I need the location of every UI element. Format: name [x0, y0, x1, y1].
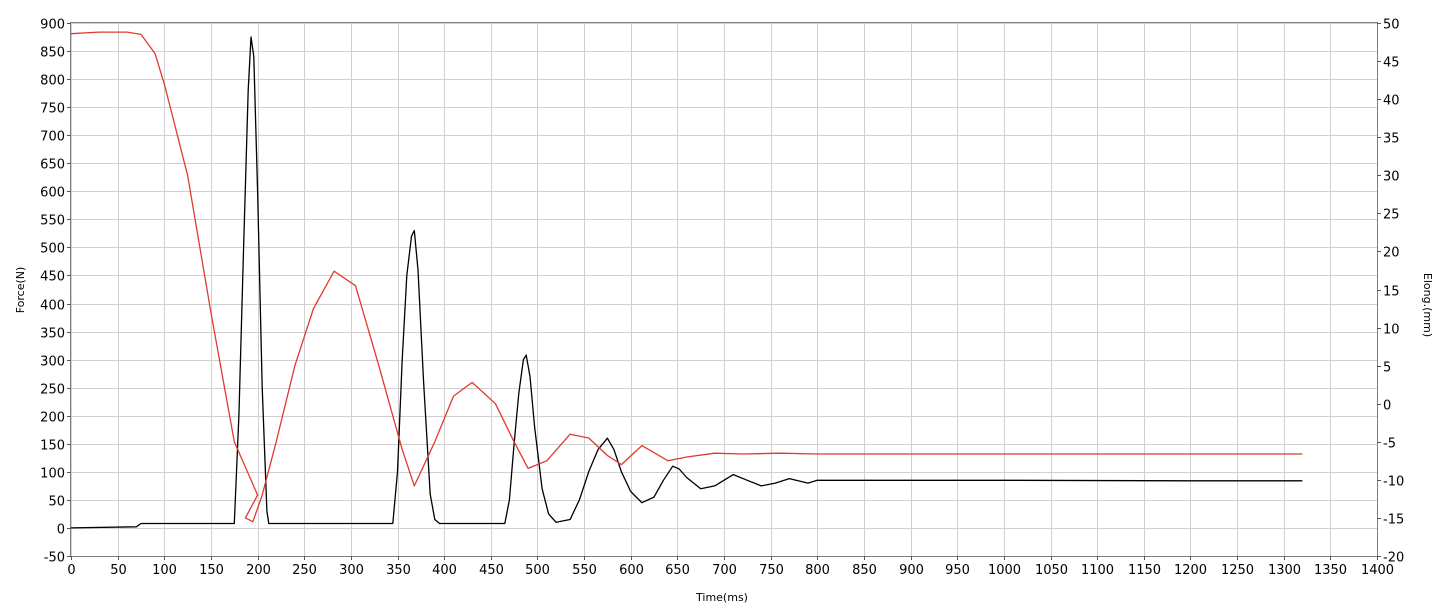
y2-tick-label: 50	[1383, 18, 1400, 33]
y-tick-label: -50	[44, 551, 65, 566]
x-tick-label: 550	[572, 563, 597, 578]
x-tick-label: 1100	[1081, 563, 1114, 578]
x-tick-label: 1250	[1221, 563, 1254, 578]
y2-tick-label: 0	[1383, 399, 1391, 414]
x-tick-label: 800	[805, 563, 830, 578]
y2-tick-label: 15	[1383, 285, 1400, 300]
y2-axis-ticks: -20 -15 -10 -5 0 5 10 15 20 25 30 35 40 45 50	[1377, 18, 1404, 566]
y-tick-label: 600	[40, 186, 65, 201]
y-tick-label: 50	[48, 495, 65, 510]
chart-grid	[71, 23, 1378, 557]
y-tick-label: 150	[40, 439, 65, 454]
y-tick-label: 900	[40, 18, 65, 33]
y2-tick-label: -20	[1383, 551, 1404, 566]
chart-series	[70, 31, 1303, 529]
x-tick-label: 1000	[988, 563, 1021, 578]
x-tick-label: 650	[665, 563, 690, 578]
y2-tick-label: 45	[1383, 56, 1400, 71]
y-tick-label: 750	[40, 102, 65, 117]
y-tick-label: 250	[40, 383, 65, 398]
y-axis-ticks: -50 0 50 100 150 200 250 300 350 400 450 500 550 600 6…	[40, 18, 71, 566]
x-tick-label: 1300	[1268, 563, 1301, 578]
x-tick-label: 1200	[1174, 563, 1207, 578]
y2-tick-label: -10	[1383, 475, 1404, 490]
x-tick-label: 700	[712, 563, 737, 578]
y-tick-label: 350	[40, 327, 65, 342]
x-tick-label: 500	[525, 563, 550, 578]
y-tick-label: 400	[40, 299, 65, 314]
y-tick-label: 0	[57, 523, 65, 538]
series-line-2	[70, 31, 1303, 523]
y-tick-label: 650	[40, 158, 65, 173]
y2-axis-title: Elong.(mm)	[1421, 273, 1434, 337]
y2-tick-label: 40	[1383, 94, 1400, 109]
y-tick-label: 850	[40, 46, 65, 61]
y-tick-label: 300	[40, 355, 65, 370]
y2-tick-label: 25	[1383, 208, 1400, 223]
y-tick-label: 550	[40, 214, 65, 229]
x-tick-label: 1050	[1035, 563, 1068, 578]
y2-tick-label: 30	[1383, 170, 1400, 185]
y-axis-title: Force(N)	[14, 267, 27, 314]
y-tick-label: 500	[40, 242, 65, 257]
x-tick-label: 1400	[1361, 563, 1394, 578]
x-axis-title: Time(ms)	[695, 591, 748, 604]
x-axis-ticks: 0 50 100 150 200 250 300 350 400 450 500 550 600 650 7…	[67, 556, 1394, 578]
x-tick-label: 750	[759, 563, 784, 578]
x-tick-label: 400	[432, 563, 457, 578]
x-tick-label: 950	[945, 563, 970, 578]
y2-tick-label: 5	[1383, 361, 1391, 376]
y-tick-label: 700	[40, 130, 65, 145]
x-tick-label: 200	[246, 563, 271, 578]
y2-tick-label: 10	[1383, 323, 1400, 338]
x-tick-label: 1350	[1314, 563, 1347, 578]
series-line-1	[70, 36, 1303, 529]
y-tick-label: 800	[40, 74, 65, 89]
x-tick-label: 150	[199, 563, 224, 578]
x-tick-label: 850	[852, 563, 877, 578]
x-tick-label: 300	[339, 563, 364, 578]
x-tick-label: 50	[110, 563, 127, 578]
y-tick-label: 200	[40, 411, 65, 426]
y-tick-label: 100	[40, 467, 65, 482]
x-tick-label: 100	[152, 563, 177, 578]
y2-tick-label: -5	[1383, 437, 1396, 452]
x-tick-label: 0	[67, 563, 75, 578]
x-tick-label: 450	[479, 563, 504, 578]
x-tick-label: 350	[386, 563, 411, 578]
y-tick-label: 450	[40, 270, 65, 285]
y2-tick-label: 35	[1383, 132, 1400, 147]
y2-tick-label: -15	[1383, 513, 1404, 528]
x-tick-label: 900	[899, 563, 924, 578]
x-tick-label: 600	[619, 563, 644, 578]
y2-tick-label: 20	[1383, 246, 1400, 261]
x-tick-label: 1150	[1128, 563, 1161, 578]
x-tick-label: 250	[292, 563, 317, 578]
